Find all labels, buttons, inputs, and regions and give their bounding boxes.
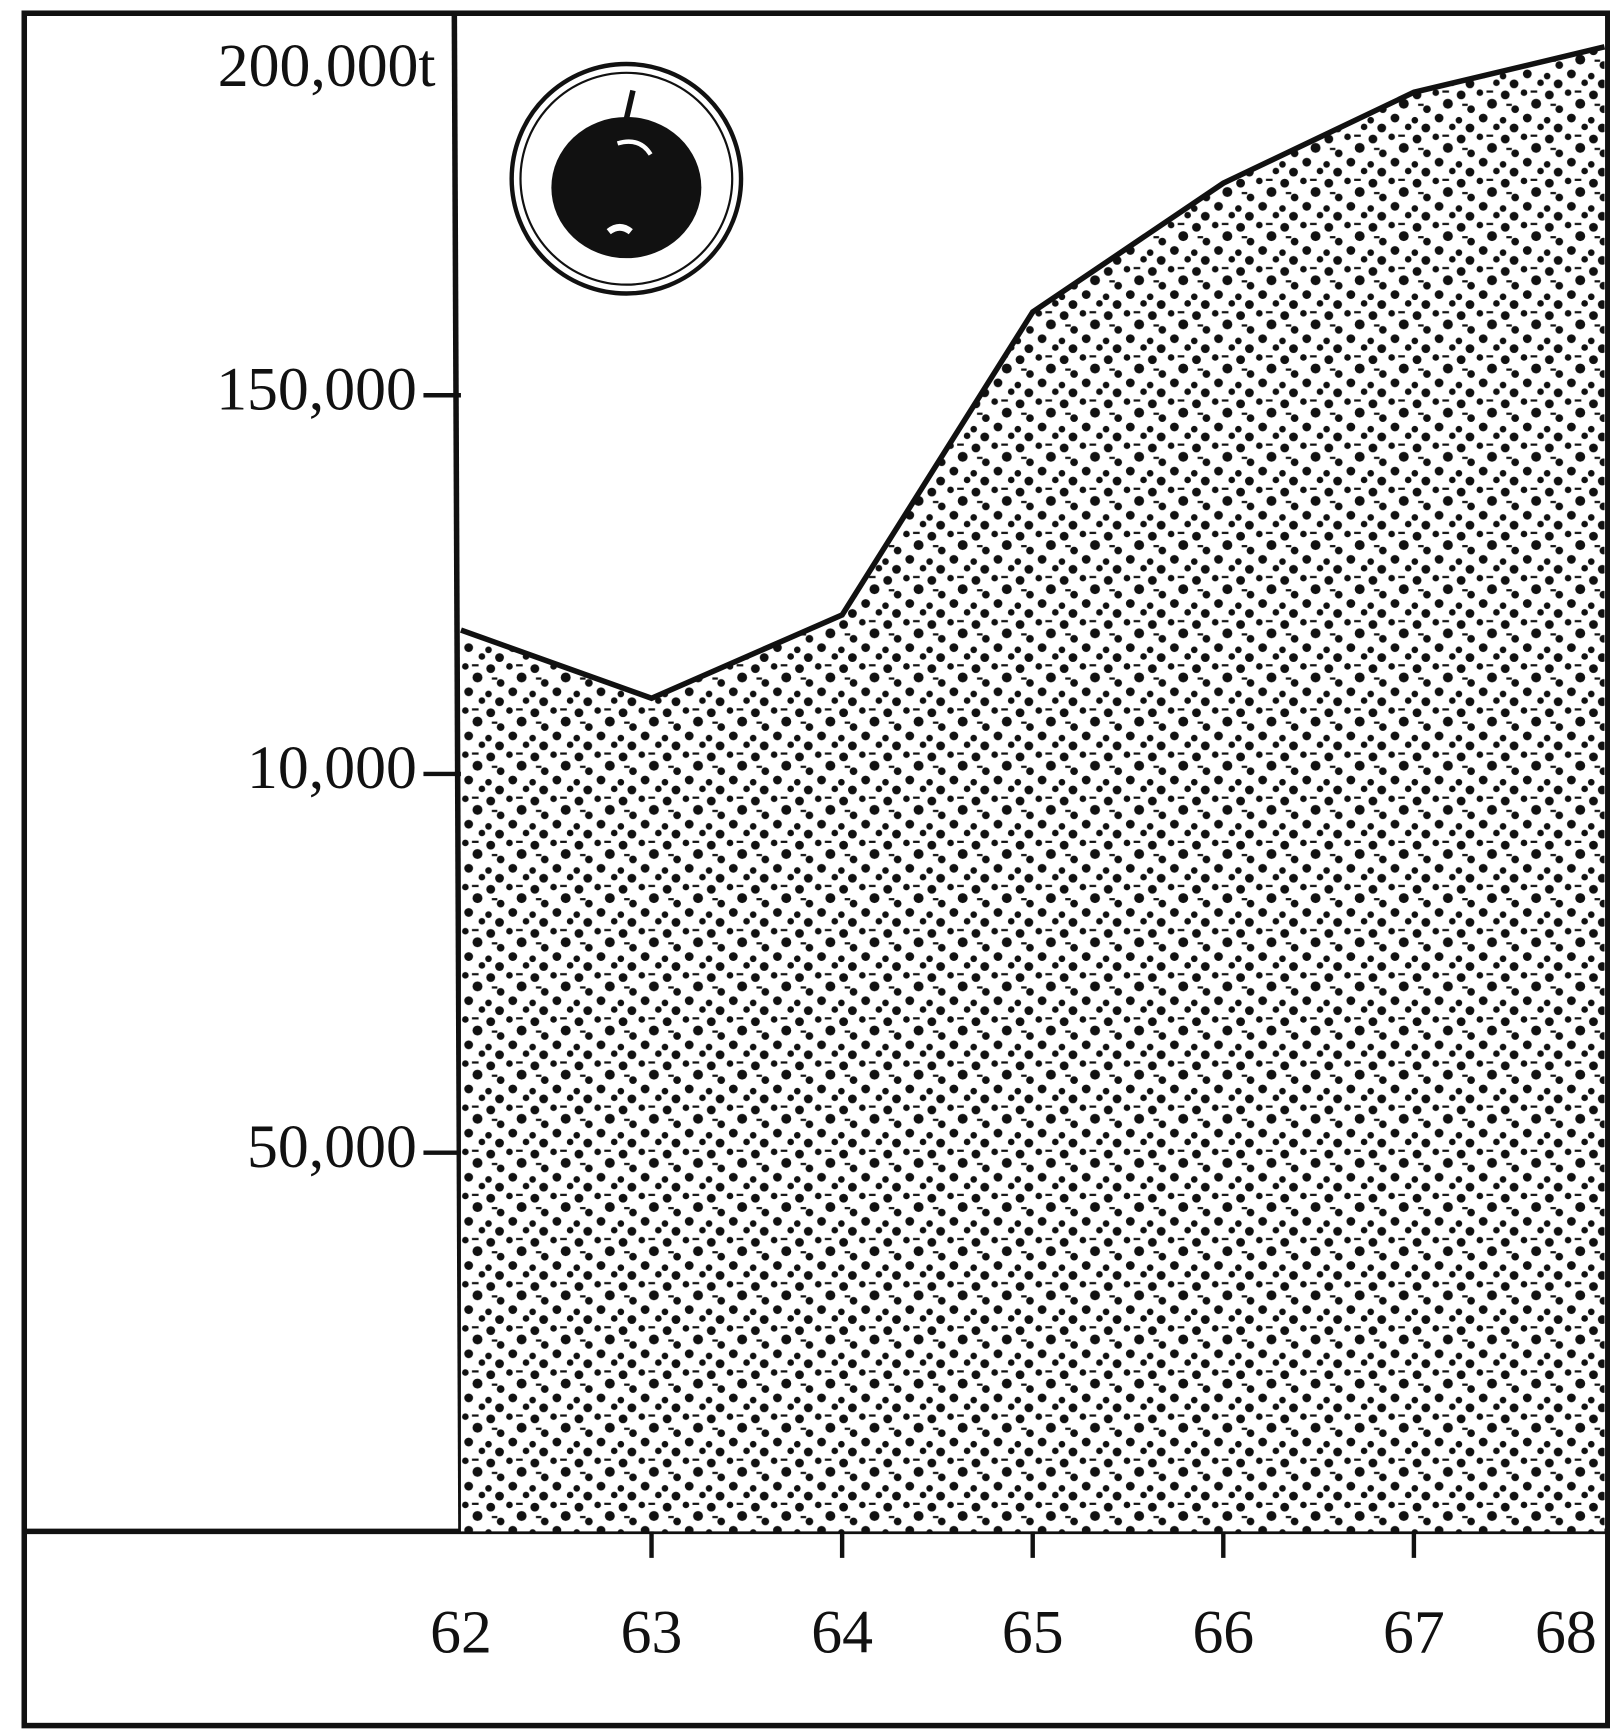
x-tick-label: 62 bbox=[430, 1599, 492, 1667]
x-tick-label: 63 bbox=[621, 1599, 683, 1667]
x-tick-label: 66 bbox=[1192, 1599, 1254, 1667]
x-tick-label: 68 bbox=[1535, 1599, 1597, 1667]
x-tick-label: 67 bbox=[1383, 1599, 1445, 1667]
x-tick-label: 64 bbox=[811, 1599, 873, 1667]
apple-icon bbox=[509, 61, 744, 296]
area bbox=[460, 46, 1605, 1532]
x-tick-label: 65 bbox=[1002, 1599, 1064, 1667]
area-line bbox=[460, 44, 1606, 702]
outer-frame bbox=[21, 10, 1610, 1729]
y-tick-label: 50,000 bbox=[247, 1113, 417, 1181]
y-tick-label: 200,000t bbox=[218, 32, 436, 100]
y-tick-label: 10,000 bbox=[247, 734, 417, 802]
y-tick-label: 150,000 bbox=[216, 355, 417, 423]
